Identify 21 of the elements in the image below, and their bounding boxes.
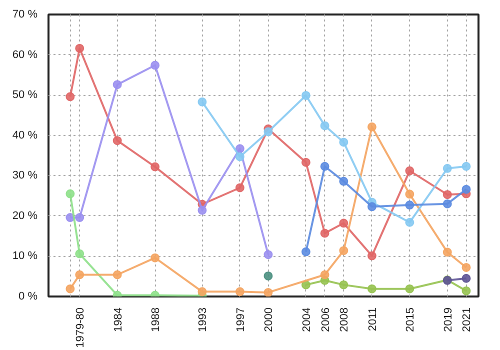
- y-tick-label: 10 %: [12, 250, 38, 262]
- x-tick-label: 2011: [366, 308, 379, 332]
- x-tick-label: 2006: [320, 307, 332, 332]
- x-tick-label: 1984: [112, 307, 124, 332]
- y-tick-label: 70 %: [12, 8, 38, 20]
- y-tick-label: 50 %: [12, 89, 38, 102]
- x-tick-label: 1988: [150, 307, 162, 332]
- x-tick-label: 2000: [263, 307, 276, 332]
- x-tick-label: 2008: [338, 307, 351, 332]
- x-tick-label: 2004: [300, 307, 313, 332]
- y-tick-label: 40 %: [12, 129, 38, 142]
- y-tick-label: 30 %: [12, 170, 38, 182]
- x-tick-label: 1979-80: [74, 307, 87, 348]
- x-tick-label: 2015: [404, 307, 417, 332]
- y-tick-label: 60 %: [12, 48, 38, 61]
- y-tick-label: 20 %: [12, 210, 38, 222]
- x-tick-label: 1993: [197, 307, 210, 332]
- x-tick-label: 1997: [234, 307, 247, 332]
- x-tick-label: 2021: [461, 307, 474, 332]
- y-tick-label: 0 %: [18, 290, 38, 302]
- x-tick-label: 2019: [442, 307, 454, 332]
